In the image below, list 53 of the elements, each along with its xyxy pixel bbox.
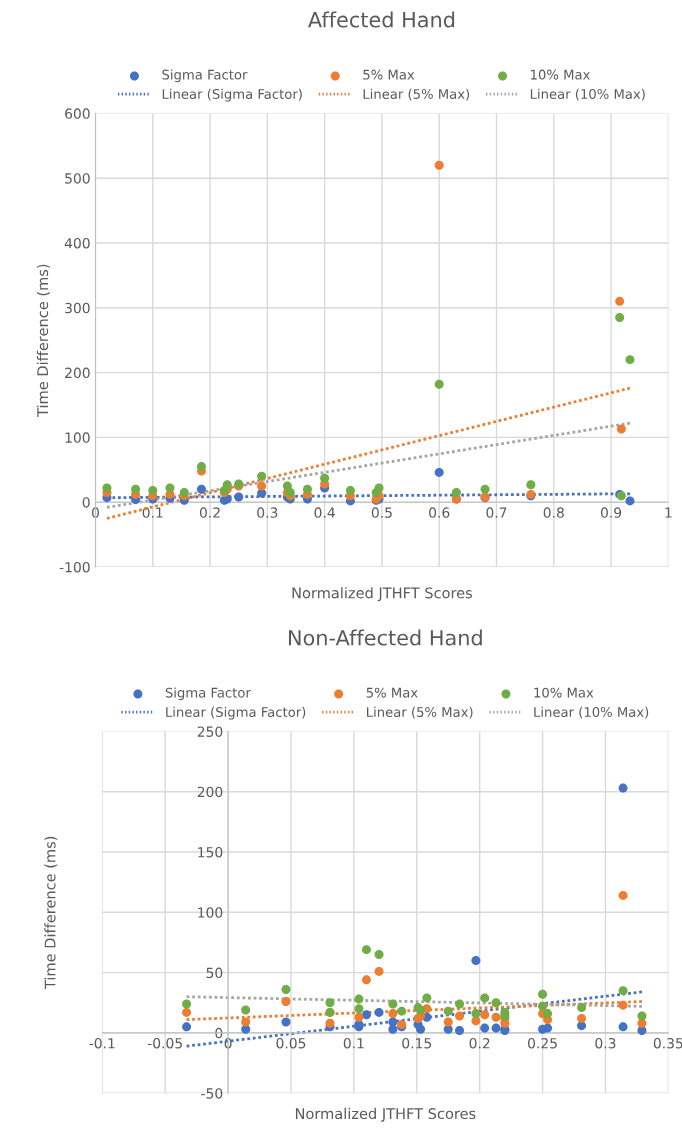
legend-label: Sigma Factor <box>165 687 251 701</box>
y-tick-label: 100 <box>65 432 90 443</box>
legend-label: Linear (10% Max) <box>530 88 645 101</box>
x-tick-label: 0.25 <box>528 1037 557 1049</box>
y-tick-label: 400 <box>64 237 90 249</box>
y-tick-label: 600 <box>65 108 90 119</box>
x-tick-label: 0.1 <box>142 507 163 518</box>
x-tick-label: 0.8 <box>543 507 564 518</box>
y-tick-label: -50 <box>201 1088 223 1099</box>
y-tick-label: 500 <box>65 173 90 184</box>
x-tick-label: 0.3 <box>595 1037 616 1049</box>
chart-title: Non-Affected Hand <box>289 629 482 646</box>
x-tick-label: 0 <box>224 1037 232 1049</box>
y-tick-label: 0 <box>82 497 90 508</box>
legend-label: Linear (Sigma Factor) <box>166 706 306 720</box>
legend-label: Linear (Sigma Factor) <box>162 88 302 102</box>
x-tick-label: 0.2 <box>199 507 220 518</box>
y-tick-label: 50 <box>206 967 223 979</box>
legend-label: 5% Max <box>366 687 418 698</box>
y-tick-label: 300 <box>65 302 90 314</box>
legend-label: 5% Max <box>363 69 415 80</box>
x-tick-label: 0.05 <box>276 1037 306 1049</box>
x-tick-label: 0.15 <box>402 1037 432 1049</box>
y-tick-label: 0 <box>215 1027 223 1039</box>
legend-label: 10% Max <box>531 69 590 80</box>
y-tick-label: 150 <box>198 846 223 858</box>
x-tick-label: 0.2 <box>469 1037 490 1049</box>
y-tick-label: -100 <box>59 561 90 573</box>
x-axis-title: Normalized JTHFT Scores <box>292 587 473 602</box>
legend-label: Linear (5% Max) <box>363 88 470 101</box>
y-tick-label: 250 <box>197 726 223 737</box>
x-tick-label: 1 <box>665 507 672 518</box>
legend-label: Sigma Factor <box>162 69 248 83</box>
x-tick-label: 0.7 <box>486 507 507 518</box>
x-tick-label: 0.3 <box>257 507 278 518</box>
x-tick-label: 0.1 <box>343 1037 364 1049</box>
y-tick-label: 200 <box>65 367 90 379</box>
y-axis-title: Time Difference (ms) <box>36 264 50 418</box>
x-tick-label: 0.4 <box>314 507 335 518</box>
x-tick-label: 0.35 <box>653 1037 682 1049</box>
x-tick-label: -0.1 <box>89 1037 115 1049</box>
chart-title: Affected Hand <box>308 11 455 28</box>
y-tick-label: 200 <box>197 786 223 798</box>
y-tick-label: 100 <box>198 907 223 918</box>
x-axis-title: Normalized JTHFT Scores <box>295 1107 476 1122</box>
y-axis-title: Time Difference (ms) <box>44 836 58 990</box>
x-tick-label: 0.9 <box>600 507 622 518</box>
x-tick-label: 0.5 <box>371 507 392 518</box>
legend-label: Linear (5% Max) <box>367 706 473 719</box>
legend-label: 10% Max <box>534 687 594 698</box>
legend-label: Linear (10% Max) <box>534 706 649 719</box>
x-tick-label: -0.05 <box>147 1037 182 1049</box>
x-tick-label: 0.6 <box>429 507 450 518</box>
